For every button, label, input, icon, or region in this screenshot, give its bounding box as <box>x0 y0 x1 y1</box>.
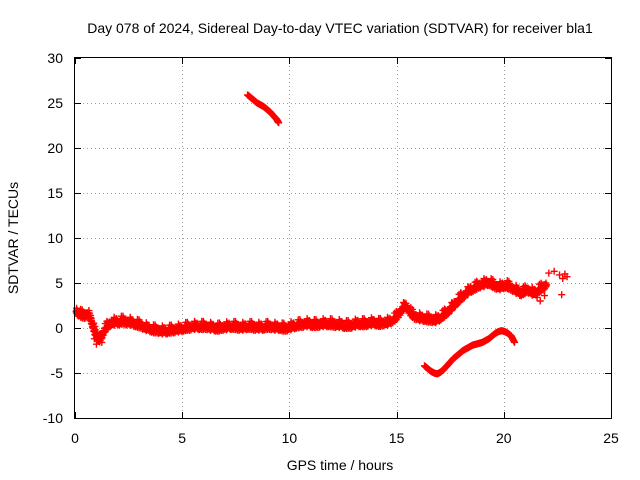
y-tick-label: 20 <box>47 140 63 156</box>
series-upper-segment <box>244 91 283 127</box>
y-tick-label: 15 <box>47 185 63 201</box>
data-point <box>98 338 106 346</box>
y-tick-label: -5 <box>51 365 64 381</box>
y-tick-label: -10 <box>43 410 63 426</box>
y-tick-label: 10 <box>47 230 63 246</box>
y-tick-label: 5 <box>55 275 63 291</box>
data-point <box>511 338 519 346</box>
y-tick-label: 0 <box>55 320 63 336</box>
chart-title: Day 078 of 2024, Sidereal Day-to-day VTE… <box>87 20 593 36</box>
data-point <box>275 119 283 127</box>
data-series <box>72 91 571 378</box>
y-tick-label: 30 <box>47 50 63 66</box>
data-point <box>545 269 553 277</box>
data-point <box>533 293 541 301</box>
data-point <box>543 281 551 289</box>
x-tick-label: 10 <box>282 430 298 446</box>
x-tick-label: 15 <box>389 430 405 446</box>
plot-frame <box>74 57 612 419</box>
data-point <box>550 267 558 275</box>
data-point <box>92 340 100 348</box>
x-tick-label: 25 <box>603 430 619 446</box>
data-point <box>558 291 566 299</box>
series-scattered-points <box>90 267 571 348</box>
data-point <box>90 335 98 343</box>
x-axis-label: GPS time / hours <box>287 457 394 473</box>
data-point <box>556 271 564 279</box>
data-point <box>536 297 544 305</box>
data-point <box>563 273 571 281</box>
x-tick-label: 0 <box>71 430 79 446</box>
data-point <box>541 292 549 300</box>
x-tick-labels: 0 5 10 15 20 25 <box>71 430 619 446</box>
data-point <box>559 275 567 282</box>
x-tick-label: 20 <box>496 430 512 446</box>
y-tick-labels: -10 -5 0 5 10 15 20 25 30 <box>43 50 63 426</box>
y-axis-label: SDTVAR / TECUs <box>5 182 21 294</box>
series-main-track <box>72 275 551 346</box>
x-tick-label: 5 <box>178 430 186 446</box>
series-lower-arc <box>420 327 519 378</box>
y-tick-label: 25 <box>47 95 63 111</box>
data-point <box>96 333 104 341</box>
grid-lines <box>75 58 611 418</box>
